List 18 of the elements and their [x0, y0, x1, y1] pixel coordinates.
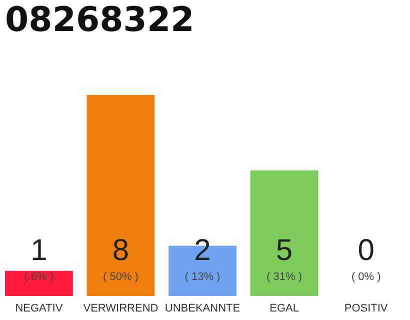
x-tick-label: POSITIV — [344, 302, 388, 314]
annotation: ( 31% ) — [266, 271, 302, 283]
x-tick-label: VERWIRREND — [83, 302, 158, 314]
bar — [250, 170, 318, 296]
data-label: 5 — [276, 234, 293, 267]
annotation: ( 50% ) — [102, 271, 138, 283]
data-label: 0 — [358, 234, 374, 267]
x-tick-label: EGAL — [270, 302, 299, 314]
annotation: ( 0% ) — [351, 271, 381, 283]
bar — [86, 95, 155, 296]
bar — [5, 270, 73, 296]
x-tick-label: UNBEKANNTE — [164, 302, 240, 314]
data-label: 8 — [112, 234, 130, 267]
annotation: ( 6% ) — [24, 271, 54, 283]
data-label: 1 — [30, 234, 48, 267]
annotation: ( 13% ) — [184, 271, 220, 283]
x-tick-label: NEGATIV — [15, 302, 64, 314]
chart-title: 08268322 — [5, 0, 194, 40]
